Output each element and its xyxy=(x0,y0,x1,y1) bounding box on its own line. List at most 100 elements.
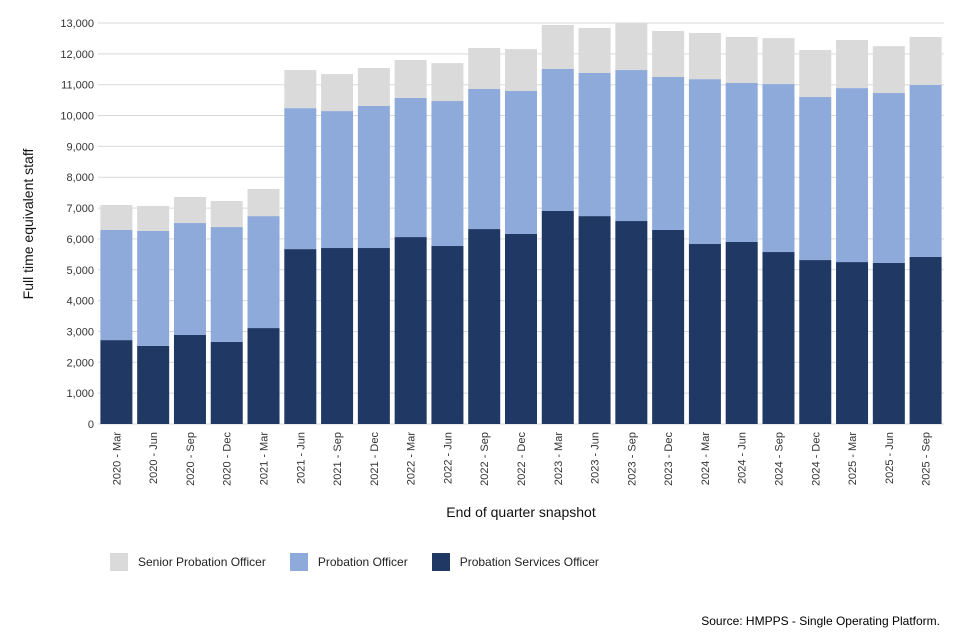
legend-swatch xyxy=(431,553,450,571)
bar-segment xyxy=(137,345,170,424)
y-tick-label: 6,000 xyxy=(66,234,94,246)
bar-segment xyxy=(284,70,317,109)
y-tick-label: 8,000 xyxy=(66,172,94,184)
y-tick-label: 1,000 xyxy=(66,388,94,400)
x-tick-label: 2021 - Mar xyxy=(259,432,271,486)
y-tick-label: 12,000 xyxy=(60,49,94,61)
bar-segment xyxy=(541,25,574,69)
x-tick-label: 2024 - Dec xyxy=(810,432,822,486)
legend-label: Probation Officer xyxy=(317,555,408,569)
bar-segment xyxy=(688,244,721,424)
x-tick-label: 2022 - Mar xyxy=(406,432,418,486)
bar-segment xyxy=(578,72,611,217)
bar-segment xyxy=(321,111,354,249)
bar-segment xyxy=(541,211,574,424)
x-tick-label: 2022 - Sep xyxy=(479,432,491,486)
bar-segment xyxy=(100,204,133,230)
bar-segment xyxy=(836,262,869,424)
bar-segment xyxy=(762,252,795,424)
x-tick-label: 2024 - Sep xyxy=(773,432,785,486)
bar-segment xyxy=(394,60,427,98)
bar-segment xyxy=(652,31,685,77)
legend-item-pso: Probation Services Officer xyxy=(431,553,599,571)
bar-segment xyxy=(836,88,869,263)
bar-segment xyxy=(357,105,390,249)
bar-segment xyxy=(321,74,354,112)
y-tick-label: 11,000 xyxy=(61,80,94,92)
bar-segment xyxy=(504,91,538,234)
bar-segment xyxy=(247,216,280,329)
bar-segment xyxy=(173,335,206,424)
y-tick-label: 13,000 xyxy=(60,18,94,30)
bar-segment xyxy=(836,39,869,89)
bar-segment xyxy=(431,246,464,424)
bar-segment xyxy=(909,85,942,257)
bar-segment xyxy=(247,188,280,217)
bar-segment xyxy=(541,68,574,212)
bar-segment xyxy=(137,205,170,231)
bar-segment xyxy=(431,63,464,102)
bar-segment xyxy=(652,229,685,424)
x-tick-label: 2020 - Mar xyxy=(111,432,123,486)
x-tick-label: 2022 - Dec xyxy=(516,432,528,486)
bar-segment xyxy=(431,101,464,247)
x-tick-label: 2024 - Mar xyxy=(700,432,712,486)
bar-segment xyxy=(394,237,427,424)
bar-segment xyxy=(357,68,390,106)
y-tick-label: 2,000 xyxy=(66,357,94,369)
y-tick-label: 10,000 xyxy=(60,111,94,123)
legend-label: Probation Services Officer xyxy=(459,555,599,569)
x-tick-label: 2023 - Jun xyxy=(590,432,602,484)
bar-segment xyxy=(321,248,354,424)
bar-segment xyxy=(247,328,280,424)
bar-segment xyxy=(578,27,611,73)
x-tick-label: 2023 - Mar xyxy=(553,432,565,486)
bar-segment xyxy=(872,93,905,263)
y-tick-label: 3,000 xyxy=(66,326,94,338)
bar-segment xyxy=(725,82,758,243)
legend-swatch xyxy=(289,553,308,571)
bar-segment xyxy=(394,97,427,238)
source-note: Source: HMPPS - Single Operating Platfor… xyxy=(701,614,940,628)
bar-segment xyxy=(137,230,170,346)
bar-segment xyxy=(725,37,758,83)
bar-segment xyxy=(799,97,832,261)
bar-segment xyxy=(357,248,390,424)
bar-segment xyxy=(468,89,501,230)
bar-segment xyxy=(210,341,243,424)
x-tick-label: 2023 - Dec xyxy=(663,432,675,486)
x-tick-label: 2021 - Dec xyxy=(369,432,381,486)
legend-item-po: Probation Officer xyxy=(289,553,408,571)
legend-label: Senior Probation Officer xyxy=(138,555,266,569)
y-tick-label: 9,000 xyxy=(66,141,94,153)
x-tick-label: 2021 - Jun xyxy=(295,432,307,484)
x-tick-label: 2025 - Mar xyxy=(847,432,859,486)
x-tick-label: 2024 - Jun xyxy=(737,432,749,484)
bar-segment xyxy=(615,23,648,71)
bar-segment xyxy=(799,49,832,98)
y-tick-label: 7,000 xyxy=(66,203,94,215)
x-tick-label: 2020 - Dec xyxy=(222,432,234,486)
bar-segment xyxy=(872,46,905,94)
x-tick-label: 2021 - Sep xyxy=(332,432,344,486)
legend-item-senior: Senior Probation Officer xyxy=(110,553,266,571)
bar-segment xyxy=(100,229,133,341)
bar-segment xyxy=(284,108,317,250)
bar-segment xyxy=(504,233,538,424)
bar-segment xyxy=(762,38,795,85)
x-axis-title: End of quarter snapshot xyxy=(446,504,596,520)
bar-segment xyxy=(799,260,832,424)
bar-segment xyxy=(615,221,648,424)
x-tick-label: 2025 - Sep xyxy=(921,432,933,486)
bar-segment xyxy=(468,229,501,424)
bar-segment xyxy=(468,47,501,90)
bar-segment xyxy=(173,223,206,336)
bar-segment xyxy=(688,79,721,245)
x-tick-label: 2025 - Jun xyxy=(884,432,896,484)
legend: Senior Probation Officer Probation Offic… xyxy=(110,553,623,571)
bar-segment xyxy=(210,227,243,342)
x-tick-label: 2020 - Jun xyxy=(148,432,160,484)
x-tick-label: 2022 - Jun xyxy=(442,432,454,484)
